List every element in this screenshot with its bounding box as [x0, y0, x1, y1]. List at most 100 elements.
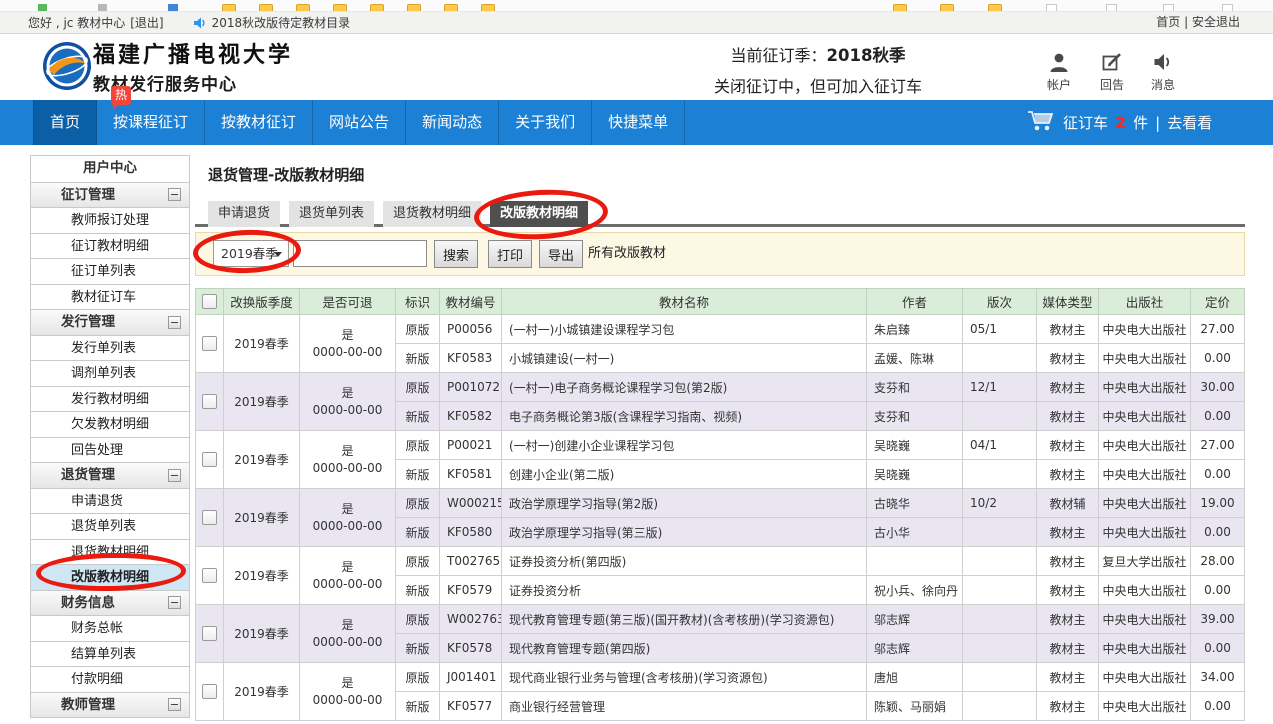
table-row: 新版 KF0583 小城镇建设(一村一) 孟媛、陈琳 教材主 中央电大出版社 0.00	[196, 343, 1245, 373]
university-logo	[42, 41, 92, 91]
row-checkbox[interactable]	[202, 684, 217, 699]
logout-link[interactable]: [退出]	[130, 16, 164, 30]
announcement-text: 2018秋改版待定教材目录	[211, 16, 351, 30]
nav-item-1[interactable]: 按课程征订	[97, 100, 206, 145]
sidebar-section-6[interactable]: 发行管理	[31, 310, 189, 336]
sidebar-item-15[interactable]: 退货教材明细	[31, 539, 189, 565]
sidebar-label: 发行单列表	[71, 340, 137, 356]
row-checkbox[interactable]	[202, 394, 217, 409]
cell-author: 祝小兵、徐向丹	[866, 575, 963, 605]
season-select[interactable]: 2019春季	[192, 228, 302, 275]
cell-code: KF0581	[439, 459, 502, 489]
checkbox-cell	[195, 372, 224, 431]
collapse-icon[interactable]	[168, 698, 181, 712]
cell-code: KF0580	[439, 517, 502, 547]
cell-author: 唐旭	[866, 662, 963, 692]
nav-item-3[interactable]: 网站公告	[313, 100, 407, 145]
sidebar-item-18[interactable]: 财务总帐	[31, 616, 189, 642]
user-greeting: 您好 , jc 教材中心	[28, 16, 126, 30]
table-row: 2019春季 是 0000-00-00 原版 P001072 (一村一)电子商务概论课程学…	[195, 372, 1245, 431]
tab-0[interactable]: 申请退货	[208, 201, 281, 227]
nav-item-0[interactable]: 首页	[33, 100, 98, 145]
tab-3[interactable]: 改版教材明细	[472, 186, 610, 243]
sidebar-item-16[interactable]: 改版教材明细	[31, 551, 189, 592]
cell-season: 2019春季	[223, 314, 300, 373]
search-button[interactable]: 搜索	[434, 240, 478, 268]
sidebar-item-11[interactable]: 回告处理	[31, 437, 189, 463]
reply-label: 回告	[1099, 78, 1124, 92]
season-note: 关闭征订中，但可加入征订车	[713, 77, 922, 96]
column-header: 改换版季度	[223, 288, 300, 315]
season-label: 当前征订季：	[730, 46, 827, 65]
nav-item-2[interactable]: 按教材征订	[205, 100, 314, 145]
search-toolbar: 2019春季 搜索 打印 导出 所有改版教材	[192, 228, 1245, 276]
column-header: 版次	[962, 288, 1037, 315]
sidebar-item-2[interactable]: 教师报订处理	[31, 208, 189, 234]
sidebar-section-17[interactable]: 财务信息	[31, 590, 189, 616]
chevron-down-icon	[274, 252, 282, 257]
row-checkbox[interactable]	[202, 336, 217, 351]
sidebar-label: 退货单列表	[71, 519, 137, 534]
row-checkbox[interactable]	[202, 568, 217, 583]
account-button[interactable]: 帐户	[1036, 51, 1082, 93]
returnable-date: 0000-00-00	[312, 634, 383, 649]
sidebar-section-12[interactable]: 退货管理	[31, 463, 189, 489]
sidebar-item-7[interactable]: 发行单列表	[31, 335, 189, 361]
sidebar-item-10[interactable]: 欠发教材明细	[31, 412, 189, 438]
cell-name: 商业银行经营管理	[501, 691, 867, 721]
site-header: 福建广播电视大学 教材发行服务中心 当前征订季：2018秋季 关闭征订中，但可加…	[0, 34, 1273, 100]
cell-returnable: 是 0000-00-00	[299, 546, 396, 605]
nav-item-6[interactable]: 快捷菜单	[592, 100, 686, 145]
sidebar-item-13[interactable]: 申请退货	[31, 488, 189, 514]
row-checkbox[interactable]	[202, 452, 217, 467]
sidebar-item-14[interactable]: 退货单列表	[31, 514, 189, 540]
sidebar-item-5[interactable]: 教材征订车	[31, 284, 189, 310]
sidebar-item-3[interactable]: 征订教材明细	[31, 233, 189, 259]
returnable-date: 0000-00-00	[312, 460, 383, 475]
collapse-icon[interactable]	[168, 315, 181, 329]
cell-price: 0.00	[1190, 517, 1245, 547]
cart-label: 征订车	[1063, 114, 1109, 132]
print-button[interactable]: 打印	[488, 240, 532, 268]
cell-publisher: 中央电大出版社	[1098, 314, 1191, 344]
sidebar-item-20[interactable]: 付款明细	[31, 667, 189, 693]
sidebar-section-21[interactable]: 教师管理	[31, 692, 189, 718]
sidebar-label: 退货教材明细	[71, 544, 150, 560]
nav-item-4[interactable]: 新闻动态	[406, 100, 500, 145]
select-all-checkbox[interactable]	[202, 294, 217, 309]
nav-item-5[interactable]: 关于我们	[499, 100, 593, 145]
tab-2[interactable]: 退货教材明细	[383, 201, 482, 227]
cell-name: (一村一)电子商务概论课程学习包(第2版)	[501, 372, 867, 402]
search-input[interactable]	[293, 240, 427, 267]
cart-view-link[interactable]: 去看看	[1167, 114, 1213, 132]
topbar-home-link[interactable]: 首页	[1156, 15, 1181, 29]
tab-1[interactable]: 退货单列表	[289, 201, 375, 227]
row-checkbox[interactable]	[202, 626, 217, 641]
message-button[interactable]: 消息	[1140, 51, 1186, 93]
sidebar-item-9[interactable]: 发行教材明细	[31, 386, 189, 412]
cell-name: 证券投资分析	[501, 575, 867, 605]
collapse-icon[interactable]	[168, 468, 181, 482]
sidebar-item-8[interactable]: 调剂单列表	[31, 361, 189, 387]
safe-logout-link[interactable]: 安全退出	[1191, 15, 1240, 29]
cart-area[interactable]: 征订车 2 件 | 去看看	[1026, 100, 1212, 145]
cell-name: (一村一)创建小企业课程学习包	[501, 430, 867, 460]
cell-publisher: 中央电大出版社	[1098, 691, 1191, 721]
cell-code: KF0579	[439, 575, 502, 605]
cell-edition: 10/2	[962, 488, 1037, 518]
collapse-icon[interactable]	[168, 596, 181, 610]
sidebar-item-4[interactable]: 征订单列表	[31, 259, 189, 285]
topbar-left: 您好 , jc 教材中心 [退出] 2018秋改版待定教材目录	[28, 12, 350, 33]
sidebar-section-1[interactable]: 征订管理	[31, 182, 189, 208]
export-button[interactable]: 导出	[539, 240, 583, 268]
row-checkbox[interactable]	[202, 510, 217, 525]
cell-edition: 04/1	[962, 430, 1037, 460]
cell-code: W000215	[439, 488, 502, 518]
collapse-icon[interactable]	[168, 188, 181, 202]
announcement-speaker-icon	[193, 16, 207, 30]
sidebar-item-19[interactable]: 结算单列表	[31, 641, 189, 667]
cell-season: 2019春季	[223, 488, 300, 547]
reply-button[interactable]: 回告	[1089, 51, 1135, 93]
cell-tag: 原版	[395, 372, 440, 402]
sidebar-section-0[interactable]: 用户中心	[31, 156, 189, 183]
